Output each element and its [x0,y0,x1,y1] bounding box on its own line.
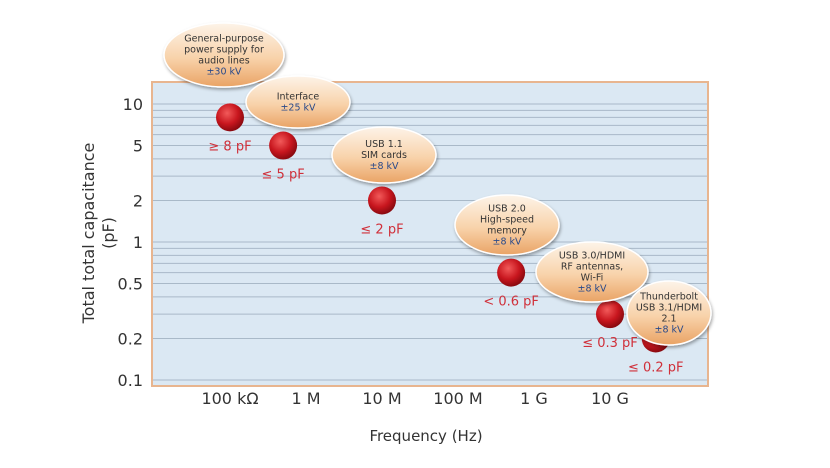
data-point-group: ≤ 0.3 pF [582,300,638,351]
data-point-group: < 0.6 pF [483,258,539,310]
callout-shape [163,22,285,88]
data-label: ≤ 0.3 pF [582,336,638,351]
x-tick-label: 100 kΩ [201,389,258,408]
y-tick-label: 0.5 [118,275,143,294]
data-label: ≥ 8 pF [208,139,251,154]
callout-text: USB 3.1/HDMI [636,303,702,314]
callout-text: General-purpose [184,34,264,45]
callout-text: RF antennas, [561,262,623,273]
x-axis-label: Frequency (Hz) [369,427,482,445]
callout-esd-rating: ±8 kV [369,161,399,172]
data-point-group: ≥ 8 pF [208,103,252,154]
callout-text: USB 3.0/HDMI [559,251,625,262]
callout-text: Wi-Fi [581,273,604,284]
y-tick-label: 5 [133,137,143,156]
y-axis-label-line2: (pF) [99,217,118,249]
callout-esd-rating: ±25 kV [280,103,316,114]
x-tick-label: 1 M [291,389,320,408]
y-tick-label: 1 [133,233,143,252]
callout-esd-rating: ±8 kV [654,325,684,336]
callout-text: Interface [277,92,320,103]
data-point-group: ≤ 2 pF [360,186,404,237]
data-point [596,300,624,329]
data-label: ≤ 0.2 pF [628,360,684,375]
callout-shape [454,194,560,256]
callout-text: power supply for [184,45,264,56]
x-tick-label: 100 M [433,389,482,408]
callout-text: USB 1.1 [365,139,403,150]
x-tick-label: 1 G [520,389,548,408]
callout-esd-rating: ±30 kV [206,67,242,78]
y-tick-label: 0.2 [118,329,143,348]
data-label: ≤ 2 pF [360,222,403,237]
callout-esd-rating: ±8 kV [577,284,607,295]
callout-text: USB 2.0 [488,204,526,215]
data-point-group: ≤ 5 pF [262,131,305,183]
plot-area [151,81,709,387]
x-tick-label: 10 M [362,389,401,408]
y-axis-label-line1: Total total capacitance [79,143,98,325]
data-label: ≤ 5 pF [262,168,305,183]
callout-shape [331,126,437,184]
y-tick-label: 10 [123,95,143,114]
x-tick-label: 10 G [591,389,629,408]
y-tick-label: 2 [133,191,143,210]
data-label: < 0.6 pF [483,295,539,310]
callout-text: SIM cards [361,150,407,161]
callout-shape [535,241,649,303]
data-point [216,103,244,132]
data-point [269,131,298,160]
y-tick-label: 0.1 [118,371,143,390]
callout-text: audio lines [198,56,249,67]
data-point [497,258,526,287]
callout-text: memory [487,226,527,237]
callout-esd-rating: ±8 kV [492,237,522,248]
callout-shape [626,280,712,346]
callout-shape [245,75,351,129]
callout-text: High-speed [480,215,534,226]
callout-text: 2.1 [661,314,676,325]
callout-text: Thunderbolt [639,292,698,303]
callout-bubble: Interface±25 kV [245,75,351,129]
data-point [368,186,396,215]
